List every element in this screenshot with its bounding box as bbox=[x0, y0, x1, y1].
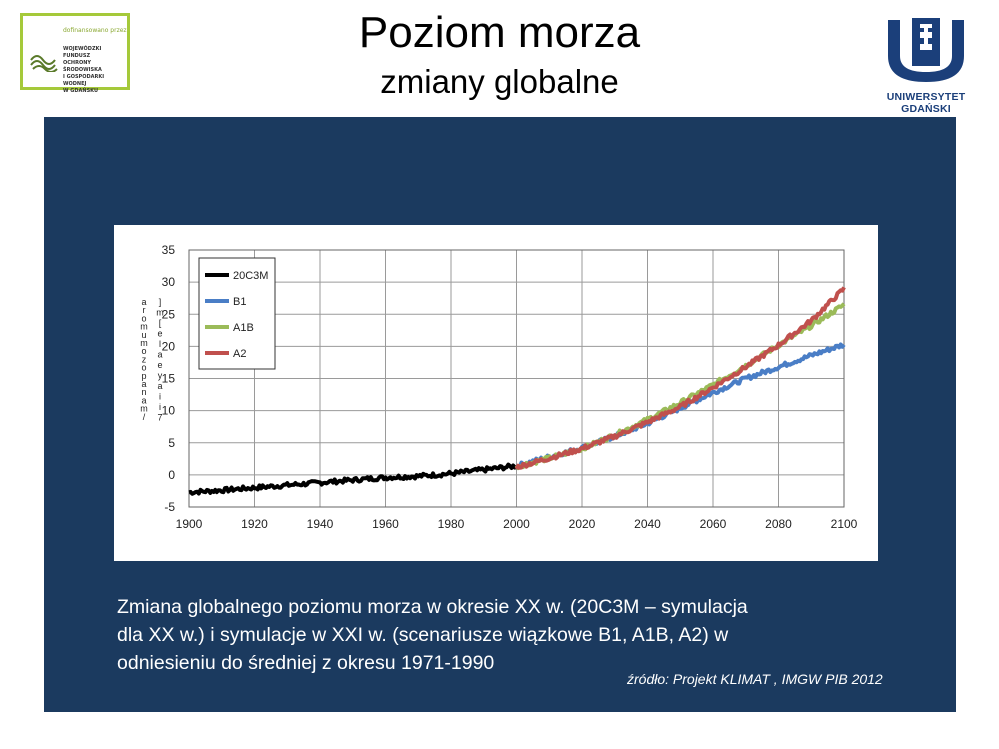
y-axis-label-char: a bbox=[157, 350, 162, 360]
x-tick-label: 2020 bbox=[569, 517, 596, 531]
legend-label: A1B bbox=[233, 322, 254, 334]
y-axis-label-char: y bbox=[158, 371, 163, 381]
x-tick-label: 1960 bbox=[372, 517, 399, 531]
y-axis-label-char: 7 bbox=[157, 413, 162, 423]
logo-line: WOJEWÓDZKI FUNDUSZ bbox=[63, 46, 102, 59]
logo-funded-by: dofinansowano przez bbox=[63, 27, 127, 34]
series-line-20c3m bbox=[188, 462, 517, 496]
y-axis-label-char: o bbox=[141, 313, 146, 323]
university-name: UNIWERSYTET GDAŃSKI bbox=[886, 91, 966, 115]
y-tick-label: 25 bbox=[162, 307, 176, 321]
y-axis-label-char: a bbox=[157, 381, 162, 391]
chart-container: 1900 1920 1940 1960 1980 2000 2020 2040 2060 2080… bbox=[114, 225, 878, 561]
y-tick-label: 5 bbox=[168, 436, 175, 450]
y-tick-label: 20 bbox=[162, 339, 176, 353]
legend-label: A2 bbox=[233, 348, 246, 360]
wave-icon bbox=[30, 55, 58, 72]
chart-caption: Zmiana globalnego poziomu morza w okresi… bbox=[117, 593, 877, 677]
y-axis-label-char: / bbox=[143, 412, 146, 422]
y-tick-label: 35 bbox=[162, 243, 176, 257]
y-axis-label-char: m bbox=[156, 308, 164, 318]
y-axis-label-char: p bbox=[141, 371, 146, 381]
logo-line: OCHRONY ŚRODOWISKA bbox=[63, 60, 102, 73]
legend-label: 20C3M bbox=[233, 270, 268, 282]
y-axis-label-char: [ bbox=[159, 318, 162, 328]
y-axis-label-char: u bbox=[141, 330, 146, 340]
caption-line: dla XX w.) i symulacje w XXI w. (scenari… bbox=[117, 624, 729, 646]
y-axis-label-char: m bbox=[140, 404, 148, 414]
y-axis-label-char: ] bbox=[159, 297, 162, 307]
wfos-logo: dofinansowano przez WOJEWÓDZKI FUNDUSZ O… bbox=[20, 13, 130, 94]
x-tick-label: 2060 bbox=[700, 517, 727, 531]
y-axis-label-char: a bbox=[141, 297, 146, 307]
y-axis-label-char: i bbox=[159, 392, 161, 402]
y-tick-label: 30 bbox=[162, 275, 176, 289]
y-tick-label: 0 bbox=[168, 468, 175, 482]
x-tick-label: 1920 bbox=[241, 517, 268, 531]
caption-line: Zmiana globalnego poziomu morza w okresi… bbox=[117, 596, 748, 618]
y-axis-label-char: a bbox=[141, 379, 146, 389]
series-line-a2 bbox=[514, 286, 846, 470]
y-axis-label-char: o bbox=[141, 346, 146, 356]
page-title: Poziom morza bbox=[358, 8, 641, 57]
y-axis-label-char: m bbox=[140, 338, 148, 348]
y-tick-label: -5 bbox=[164, 500, 175, 514]
logo-line: I GOSPODARKI WODNEJ bbox=[63, 74, 105, 87]
logo-fund-name: WOJEWÓDZKI FUNDUSZ OCHRONY ŚRODOWISKA I … bbox=[63, 46, 127, 95]
x-tick-label: 2040 bbox=[634, 517, 661, 531]
y-tick-label: 10 bbox=[162, 404, 176, 418]
x-tick-label: 1940 bbox=[307, 517, 334, 531]
sea-level-chart: 1900 1920 1940 1960 1980 2000 2020 2040 2060 2080… bbox=[140, 243, 858, 531]
caption-line: odniesieniu do średniej z okresu 1971-19… bbox=[117, 652, 495, 674]
series-line-a1b bbox=[514, 302, 846, 471]
x-tick-label: 1980 bbox=[438, 517, 465, 531]
x-tick-label: 2000 bbox=[503, 517, 530, 531]
y-axis-label-char: i bbox=[159, 402, 161, 412]
y-axis-label-char: n bbox=[141, 387, 146, 397]
page-subtitle: zmiany globalne bbox=[380, 63, 619, 100]
x-tick-label: 2080 bbox=[765, 517, 792, 531]
y-axis-label-char: m bbox=[140, 322, 148, 332]
x-tick-label: 1900 bbox=[176, 517, 203, 531]
y-axis-label-char: l bbox=[159, 339, 161, 349]
legend-label: B1 bbox=[233, 296, 246, 308]
y-axis-label-char: a bbox=[141, 395, 146, 405]
source-note: źródło: Projekt KLIMAT , IMGW PIB 2012 bbox=[627, 671, 883, 687]
y-axis-label-char: z bbox=[142, 354, 147, 364]
y-axis-label-char: e bbox=[157, 329, 162, 339]
university-logo: UNIWERSYTET GDAŃSKI bbox=[868, 16, 984, 115]
y-axis-label-char: e bbox=[157, 360, 162, 370]
ug-emblem-icon bbox=[888, 18, 964, 82]
y-tick-label: 15 bbox=[162, 372, 176, 386]
logo-line: W GDAŃSKU bbox=[63, 88, 99, 94]
y-axis-label-char: r bbox=[143, 305, 146, 315]
y-axis-label-char: o bbox=[141, 363, 146, 373]
plot-frame bbox=[188, 249, 845, 508]
x-tick-label: 2100 bbox=[831, 517, 858, 531]
